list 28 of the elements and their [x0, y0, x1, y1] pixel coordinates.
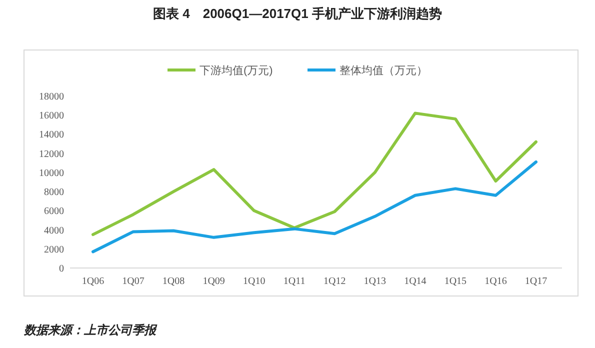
y-tick-label: 2000	[44, 244, 64, 256]
y-tick-label: 18000	[39, 92, 64, 102]
y-tick-label: 6000	[44, 206, 64, 218]
y-tick-label: 12000	[39, 148, 64, 160]
y-tick-label: 14000	[39, 130, 64, 141]
legend-label: 下游均值(万元)	[200, 64, 273, 77]
x-tick-label: 1Q08	[162, 276, 185, 287]
y-tick-label: 10000	[39, 168, 64, 179]
x-tick-label: 1Q12	[324, 276, 346, 287]
y-tick-label: 4000	[44, 225, 64, 236]
line-series	[92, 112, 538, 236]
y-tick-label: 8000	[44, 187, 64, 198]
x-tick-label: 1Q07	[122, 276, 144, 287]
x-tick-label: 1Q11	[283, 276, 306, 287]
legend-label: 整体均值（万元）	[340, 64, 428, 77]
x-tick-label: 1Q13	[364, 276, 386, 287]
x-tick-label: 1Q14	[404, 276, 426, 287]
chart-title: 图表 4 2006Q1—2017Q1 手机产业下游利润趋势	[153, 6, 442, 21]
x-tick-label: 1Q10	[242, 276, 266, 287]
source-note: 数据来源：上市公司季报	[23, 323, 158, 337]
x-tick-label: 1Q16	[484, 276, 507, 287]
x-tick-label: 1Q06	[82, 276, 104, 287]
x-tick-label: 1Q09	[202, 276, 225, 287]
y-tick-label: 16000	[39, 110, 64, 122]
line-series	[92, 160, 538, 254]
x-tick-label: 1Q15	[444, 276, 467, 287]
y-tick-label: 0	[59, 264, 64, 274]
x-tick-label: 1Q17	[524, 276, 548, 287]
